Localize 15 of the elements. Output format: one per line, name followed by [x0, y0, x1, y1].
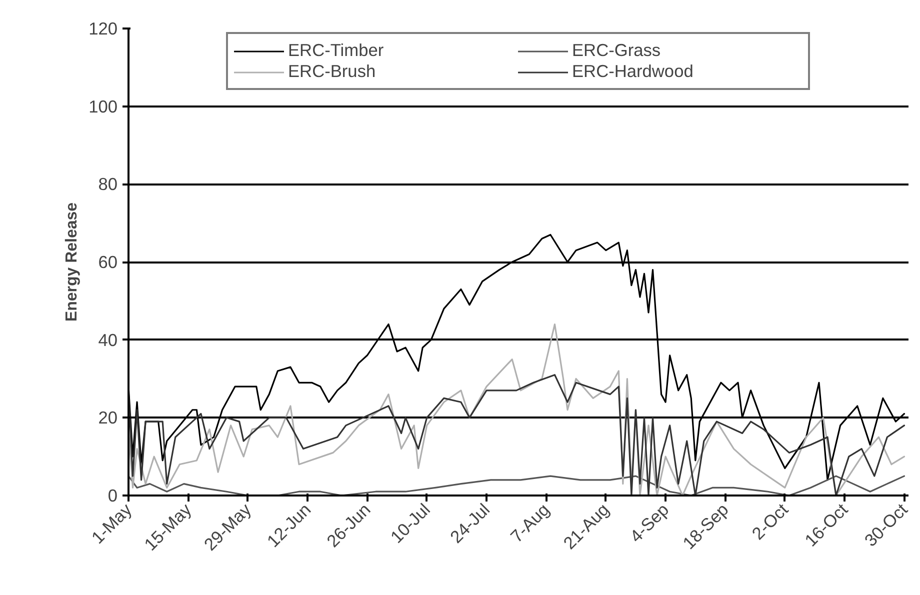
y-tick-label: 60	[98, 252, 118, 272]
y-tick-label: 0	[108, 486, 118, 506]
line-series	[128, 323, 906, 496]
line-series	[128, 374, 906, 496]
y-tick-label: 40	[98, 330, 118, 350]
y-tick-label: 100	[88, 96, 118, 116]
legend-label: ERC-Grass	[572, 40, 662, 61]
legend-label: ERC-Hardwood	[572, 61, 694, 82]
y-axis-title: Energy Release	[64, 202, 81, 322]
y-tick-label: 120	[88, 18, 118, 38]
y-tick-label: 80	[98, 174, 118, 194]
legend-label: ERC-Timber	[288, 40, 385, 61]
y-tick-label: 20	[98, 408, 118, 428]
legend-label: ERC-Brush	[288, 61, 377, 82]
line-series	[128, 475, 906, 496]
